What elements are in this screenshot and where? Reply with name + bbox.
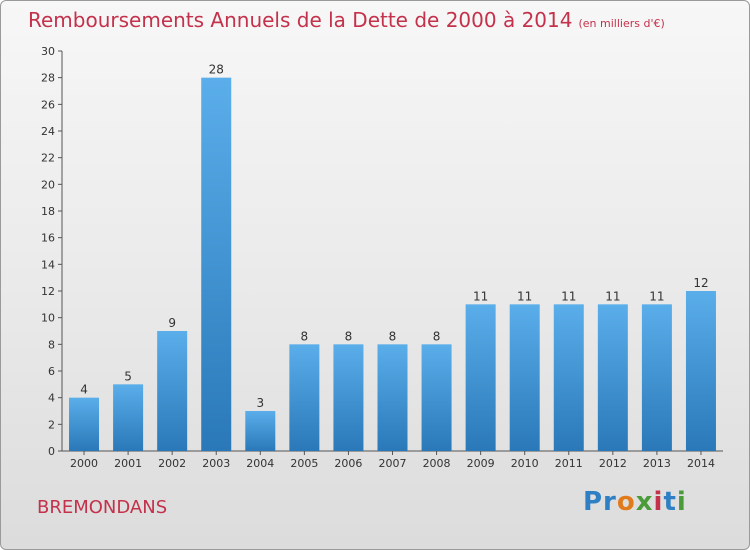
y-tick-label: 26	[41, 98, 55, 111]
bar	[465, 304, 496, 451]
bar	[377, 344, 408, 451]
city-name: BREMONDANS	[37, 497, 168, 518]
y-tick-label: 8	[48, 338, 55, 351]
bar	[113, 384, 144, 451]
x-tick-label: 2004	[246, 457, 274, 470]
bar	[157, 331, 188, 451]
y-tick-label: 12	[41, 285, 55, 298]
chart-title-text: Remboursements Annuels de la Dette de 20…	[28, 8, 573, 32]
y-tick-label: 20	[41, 178, 55, 191]
x-tick-label: 2010	[511, 457, 539, 470]
x-tick-label: 2011	[555, 457, 583, 470]
x-tick-label: 2003	[202, 457, 230, 470]
bar-value-label: 8	[389, 329, 397, 343]
y-tick-label: 30	[41, 45, 55, 58]
y-tick-label: 22	[41, 152, 55, 165]
bar-value-label: 12	[693, 276, 708, 290]
x-tick-label: 2001	[114, 457, 142, 470]
bar-value-label: 11	[649, 289, 664, 303]
bar	[597, 304, 628, 451]
bar-value-label: 4	[80, 383, 88, 397]
bar-value-label: 8	[433, 329, 441, 343]
bar-value-label: 11	[561, 289, 576, 303]
bar-value-label: 11	[605, 289, 620, 303]
bar	[201, 77, 232, 452]
x-tick-label: 2000	[70, 457, 98, 470]
bar	[685, 291, 716, 451]
bar	[333, 344, 364, 451]
x-tick-label: 2012	[599, 457, 627, 470]
x-tick-label: 2014	[687, 457, 715, 470]
x-tick-label: 2013	[643, 457, 671, 470]
x-tick-label: 2005	[290, 457, 318, 470]
y-tick-label: 4	[48, 392, 55, 405]
bar-value-label: 11	[473, 289, 488, 303]
x-tick-label: 2007	[379, 457, 407, 470]
y-tick-label: 18	[41, 205, 55, 218]
y-tick-label: 10	[41, 312, 55, 325]
y-tick-label: 2	[48, 418, 55, 431]
x-tick-label: 2006	[334, 457, 362, 470]
proxiti-logo[interactable]: Proxiti	[583, 487, 687, 517]
y-tick-label: 24	[41, 125, 55, 138]
bar-value-label: 11	[517, 289, 532, 303]
bar-value-label: 8	[345, 329, 353, 343]
bar-value-label: 28	[209, 63, 224, 77]
bar-value-label: 3	[256, 396, 264, 410]
x-tick-label: 2009	[467, 457, 495, 470]
bar-value-label: 5	[124, 369, 132, 383]
y-tick-label: 14	[41, 258, 55, 271]
y-tick-label: 16	[41, 232, 55, 245]
bar	[553, 304, 584, 451]
bar	[641, 304, 672, 451]
bar	[509, 304, 540, 451]
bar	[289, 344, 320, 451]
bar	[69, 397, 100, 451]
chart-title: Remboursements Annuels de la Dette de 20…	[28, 8, 665, 32]
y-tick-label: 0	[48, 445, 55, 458]
bar	[245, 411, 276, 451]
bar-value-label: 9	[168, 316, 176, 330]
chart-subtitle: (en milliers d'€)	[578, 17, 665, 30]
bar	[421, 344, 452, 451]
x-tick-label: 2002	[158, 457, 186, 470]
y-tick-label: 28	[41, 72, 55, 85]
y-tick-label: 6	[48, 365, 55, 378]
x-tick-label: 2008	[423, 457, 451, 470]
bar-value-label: 8	[301, 329, 309, 343]
